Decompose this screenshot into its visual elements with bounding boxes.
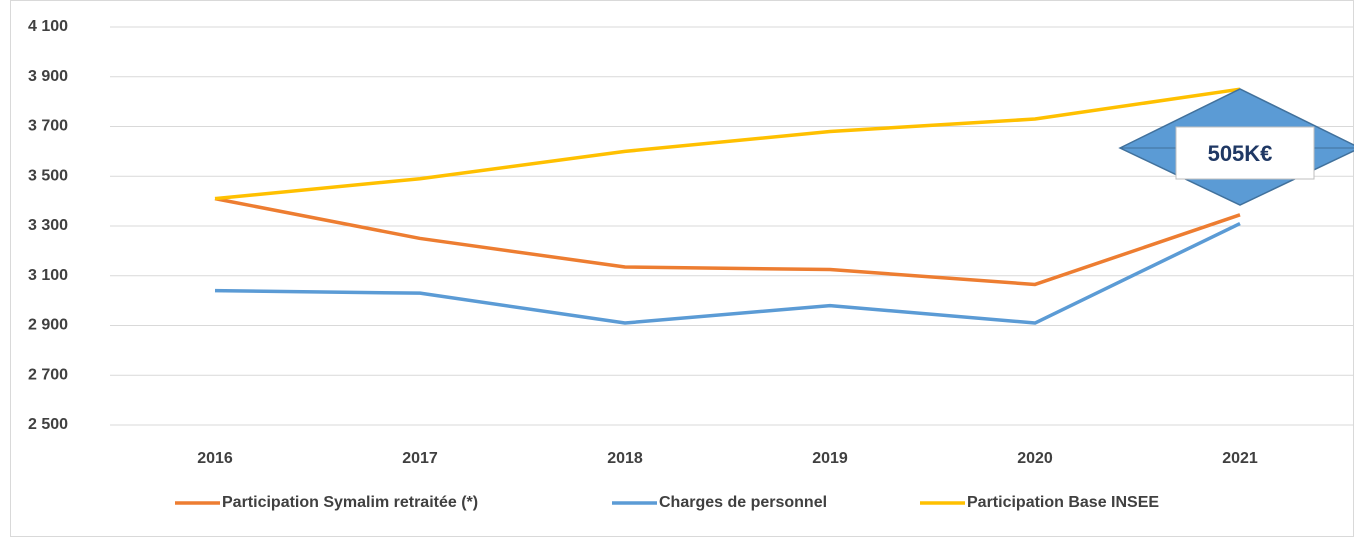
annotation: 505K€ [1118, 88, 1354, 206]
x-tick-label: 2020 [1017, 450, 1053, 467]
y-tick-label: 3 300 [28, 217, 68, 234]
y-tick-label: 2 900 [28, 317, 68, 334]
x-tick-label: 2017 [402, 450, 438, 467]
legend-label: Participation Symalim retraitée (*) [222, 494, 478, 511]
x-tick-label: 2021 [1222, 450, 1258, 467]
y-tick-label: 2 500 [28, 416, 68, 433]
y-tick-label: 4 100 [28, 18, 68, 35]
x-tick-label: 2018 [607, 450, 643, 467]
y-tick-label: 3 500 [28, 167, 68, 184]
annotation-box [1175, 126, 1315, 180]
series-line [214, 221, 1241, 325]
x-tick-label: 2019 [812, 450, 848, 467]
y-tick-label: 3 700 [28, 118, 68, 135]
annotation-text: 505K€ [1208, 141, 1273, 166]
legend-label: Participation Base INSEE [967, 494, 1159, 511]
plot-area: 2 500 2 700 2 900 3 100 3 300 3 500 3 700 3 900… [28, 18, 1354, 467]
y-tick-label: 3 100 [28, 267, 68, 284]
series-line [214, 196, 1241, 287]
y-tick-label: 3 900 [28, 68, 68, 85]
legend-label: Charges de personnel [659, 494, 827, 511]
y-tick-label: 2 700 [28, 366, 68, 383]
x-tick-label: 2016 [197, 450, 233, 467]
series-line [214, 87, 1241, 201]
